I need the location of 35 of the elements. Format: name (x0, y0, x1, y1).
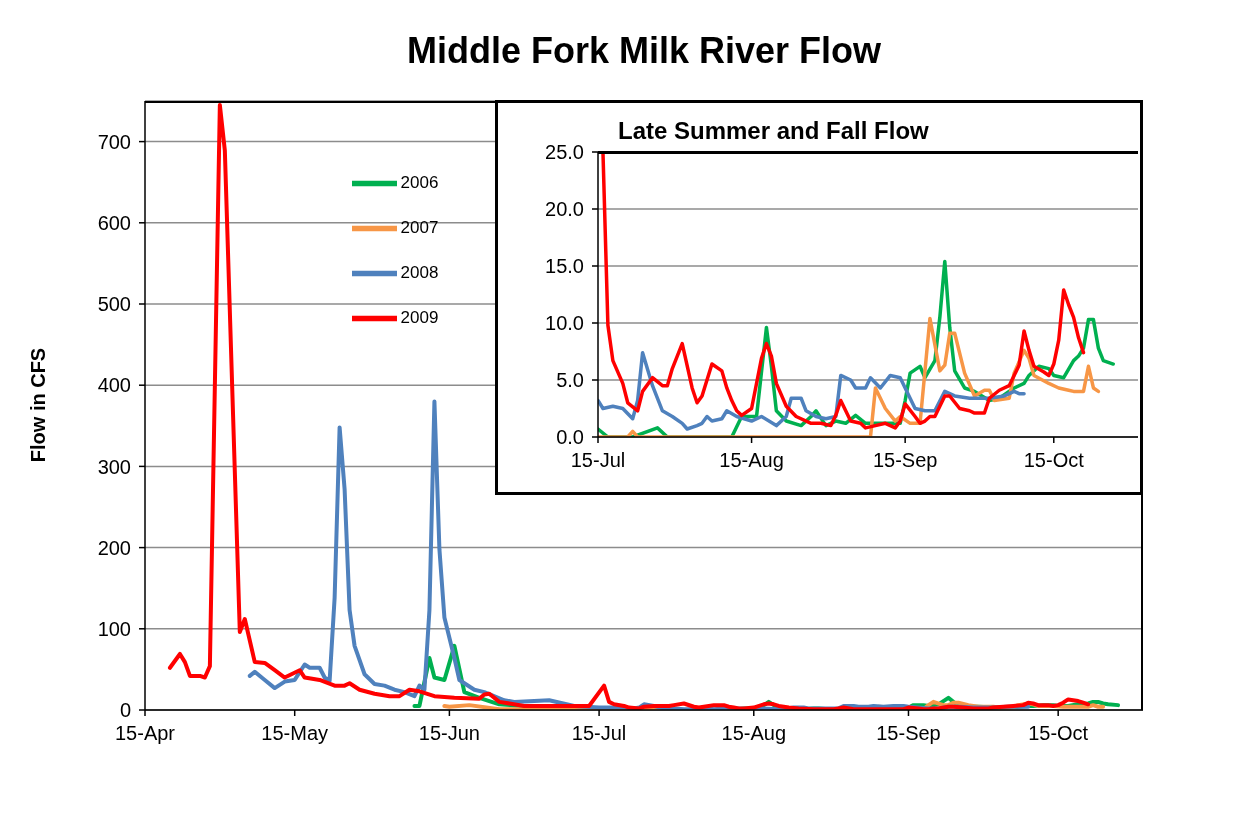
y-tick-label: 0 (119, 699, 131, 722)
y-tick-label: 300 (97, 455, 131, 478)
y-tick-label: 600 (97, 211, 131, 234)
legend-label: 2008 (400, 263, 439, 283)
x-tick-label: 15-Apr (114, 722, 176, 745)
chart-title: Late Summer and Fall Flow (618, 117, 929, 145)
y-tick-label: 15.0 (545, 255, 584, 278)
x-tick-label: 15-May (261, 722, 329, 745)
y-tick-label: 25.0 (545, 141, 584, 164)
x-tick-label: 15-Sep (876, 722, 941, 745)
x-tick-label: 15-Oct (1028, 722, 1089, 745)
y-tick-label: 0.0 (556, 426, 584, 449)
x-tick-label: 15-Aug (721, 722, 787, 745)
y-tick-label: 20.0 (545, 198, 584, 221)
x-tick-label: 15-Jun (418, 722, 480, 745)
x-tick-label: 15-Oct (1023, 449, 1085, 472)
line-series (167, 103, 1091, 710)
y-tick-label: 10.0 (545, 312, 584, 335)
x-tick-label: 15-Aug (719, 449, 784, 472)
y-axis-title: Flow in CFS (26, 347, 50, 463)
x-tick-label: 15-Jul (571, 722, 627, 745)
x-tick-label: 15-Sep (872, 449, 938, 472)
y-tick-label: 100 (97, 617, 131, 640)
legend-label: 2006 (400, 173, 439, 192)
legend-label: 2009 (400, 308, 439, 328)
y-tick-label: 5.0 (556, 369, 584, 392)
line-series (598, 316, 1101, 437)
y-tick-label: 200 (97, 536, 131, 559)
legend-label: 2007 (400, 218, 439, 238)
y-tick-label: 500 (97, 293, 131, 316)
y-tick-label: 400 (97, 374, 131, 397)
line-series (598, 350, 1026, 431)
chart-title: Middle Fork Milk River Flow (405, 30, 883, 72)
y-tick-label: 700 (97, 130, 131, 153)
x-tick-label: 15-Jul (570, 449, 626, 472)
